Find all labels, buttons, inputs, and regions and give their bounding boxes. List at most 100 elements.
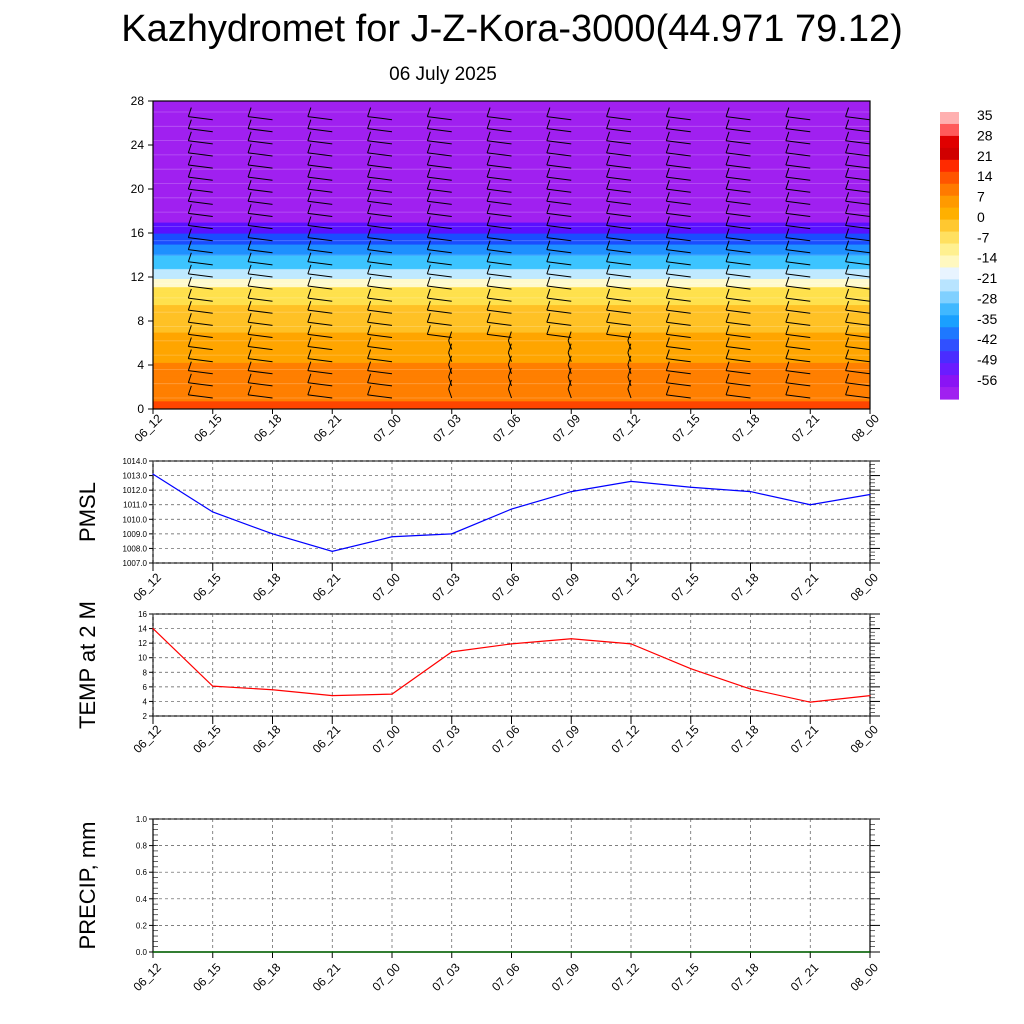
temperature-band: [153, 406, 870, 409]
wind-barb-flag: [725, 131, 730, 141]
wind-barb-flag: [725, 252, 730, 262]
temperature-band: [153, 356, 870, 361]
wind-barb-flag: [567, 355, 572, 365]
wind-barb-staff: [248, 212, 273, 217]
temperature-band: [153, 266, 870, 270]
wind-barb-flag: [426, 264, 431, 275]
wind-barb-staff: [546, 273, 572, 278]
temperature-band: [153, 329, 870, 333]
y-axis-label: TEMP at 2 M: [75, 601, 100, 729]
wind-barb-staff: [188, 116, 213, 121]
wind-barb-staff: [666, 333, 691, 338]
x-tick-label: 06_21: [311, 411, 345, 445]
wind-barb-staff: [726, 188, 751, 193]
temp-data-point: [152, 627, 154, 630]
wind-barb-staff: [188, 358, 213, 363]
wind-barb-flag: [367, 131, 372, 141]
precip-panel: 0.0 0.2 0.4 0.6 0.8 1.0 06_12 06_15 06_18 06_21 07…: [75, 815, 881, 994]
wind-barb-flag: [367, 288, 372, 299]
wind-barb-flag: [367, 252, 372, 262]
wind-barb-flag: [367, 107, 372, 117]
temperature-band: [153, 301, 870, 306]
wind-barb-staff: [427, 297, 452, 302]
wind-barb-staff: [188, 370, 213, 375]
temperature-band: [153, 268, 870, 273]
wind-barb-flag: [129, 374, 132, 383]
temperature-band: [153, 145, 870, 149]
colorbar-label: -35: [977, 311, 997, 327]
x-tick-label: 06_21: [310, 570, 344, 604]
y-tick-label: 28: [131, 94, 145, 108]
temperature-band: [153, 246, 870, 251]
wind-barb-flag: [606, 216, 611, 226]
wind-barb-staff: [785, 261, 811, 266]
temperature-band: [153, 208, 870, 212]
wind-barb-staff: [248, 382, 273, 387]
wind-barb-flag: [785, 252, 790, 262]
wind-barb-flag: [367, 155, 372, 166]
wind-barb-staff: [606, 273, 632, 278]
chart-title: Kazhydromet for J-Z-Kora-3000(44.971 79.…: [121, 8, 903, 50]
wind-barb-staff: [845, 152, 870, 157]
temperature-band: [153, 167, 870, 171]
wind-barb-staff: [785, 164, 811, 169]
wind-barb-flag: [187, 180, 192, 190]
wind-barb-flag: [665, 337, 670, 347]
wind-barb-staff: [666, 345, 691, 351]
colorbar-label: 14: [977, 168, 993, 184]
wind-barb-staff: [785, 152, 811, 157]
wind-barb-flag: [367, 313, 372, 323]
wind-barb-staff: [448, 352, 453, 362]
x-tick-label: 07_18: [728, 960, 762, 994]
wind-barb-flag: [367, 167, 372, 178]
wind-barb-flag: [307, 301, 312, 311]
wind-barb-flag: [725, 143, 730, 154]
wind-barb-staff: [367, 394, 393, 399]
temperature-band: [153, 362, 870, 366]
colorbar-label: -28: [977, 290, 997, 306]
wind-barb-flag: [845, 361, 850, 371]
wind-barb-staff: [785, 370, 811, 375]
pmsl-data-point: [391, 536, 393, 538]
pmsl-data-point: [152, 473, 154, 475]
wind-barb-staff: [188, 273, 213, 278]
wind-barb-staff: [248, 200, 273, 205]
wind-barb-flag: [845, 107, 850, 117]
temperature-band: [153, 392, 870, 396]
temperature-band: [153, 172, 870, 176]
wind-barb-flag: [845, 288, 850, 299]
wind-barb-staff: [188, 200, 213, 205]
temperature-band: [153, 216, 870, 220]
wind-barb-staff: [307, 212, 333, 217]
wind-barb-flag: [247, 301, 252, 311]
wind-barb-staff: [367, 285, 393, 290]
wind-barb-flag: [486, 240, 491, 250]
wind-barb-flag: [725, 373, 730, 383]
wind-barb-flag: [546, 131, 551, 141]
wind-barb-staff: [726, 297, 751, 302]
wind-barb-flag: [486, 216, 491, 226]
wind-barb-staff: [606, 140, 632, 145]
wind-barb-staff: [153, 203, 154, 205]
wind-barb-flag: [187, 264, 192, 275]
x-tick-label: 06_12: [130, 570, 164, 604]
wind-barb-flag: [606, 301, 611, 311]
temperature-band: [153, 326, 870, 330]
temperature-band: [153, 277, 870, 279]
temperature-band: [153, 112, 870, 116]
wind-barb-flag: [486, 107, 491, 117]
temperature-band: [153, 189, 870, 193]
wind-barb-staff: [188, 176, 213, 181]
wind-barb-staff: [188, 249, 213, 254]
wind-barb-flag: [606, 252, 611, 262]
wind-barb-staff: [507, 388, 512, 399]
wind-barb-staff: [188, 152, 213, 157]
x-tick-label: 07_06: [490, 411, 524, 445]
x-tick-label: 07_21: [788, 722, 822, 756]
wind-barb-flag: [307, 155, 312, 166]
wind-barb-staff: [367, 321, 393, 326]
x-tick-label: 07_00: [369, 570, 403, 604]
wind-barb-flag: [187, 252, 192, 262]
wind-barb-staff: [726, 370, 751, 375]
wind-barb-staff: [427, 200, 452, 205]
